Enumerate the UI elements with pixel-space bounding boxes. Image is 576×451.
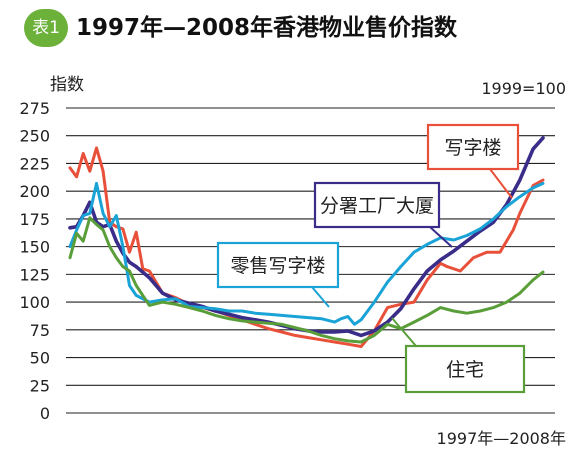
y-tick-label: 100: [19, 293, 50, 312]
y-tick-label: 250: [19, 127, 50, 146]
base-note: 1999=100: [481, 79, 566, 98]
table-badge: 表1: [24, 9, 68, 47]
y-tick-label: 75: [30, 321, 50, 340]
y-tick-label: 0: [40, 404, 50, 423]
series-line-3: [68, 181, 545, 326]
y-tick-label: 25: [30, 376, 50, 395]
series-label: 零售写字楼: [230, 255, 325, 277]
series-label: 分署工厂大厦: [320, 195, 434, 217]
header: 表1 1997年—2008年香港物业售价指数: [0, 0, 576, 52]
page-title: 1997年—2008年香港物业售价指数: [76, 15, 458, 41]
callout-pointer: [311, 286, 330, 308]
callout-pointer: [489, 168, 513, 199]
table-badge-label: 表1: [32, 18, 60, 38]
series-lines: [68, 136, 545, 348]
y-tick-labels: 0 25 50 75 100 125 150 175 200 225 250 275: [19, 99, 50, 423]
y-tick-label: 125: [19, 265, 50, 284]
y-axis-label: 指数: [50, 75, 84, 95]
callout-box: [426, 123, 520, 171]
y-tick-label: 50: [30, 349, 50, 368]
callout-box: [404, 344, 526, 394]
series-label: 写字楼: [444, 137, 501, 159]
callout-pointer: [391, 317, 417, 347]
y-tick-label: 150: [19, 238, 50, 257]
x-axis-label: 1997年—2008年: [437, 429, 566, 448]
y-tick-label: 275: [19, 99, 50, 118]
series-label: 住宅: [446, 359, 484, 381]
y-tick-label: 175: [19, 210, 50, 229]
callout-pointer: [429, 226, 453, 248]
y-tick-label: 225: [19, 154, 50, 173]
series-line-4: [68, 216, 545, 344]
callout-box: [313, 181, 441, 229]
callout-box: [216, 241, 340, 289]
y-tick-label: 200: [19, 182, 50, 201]
